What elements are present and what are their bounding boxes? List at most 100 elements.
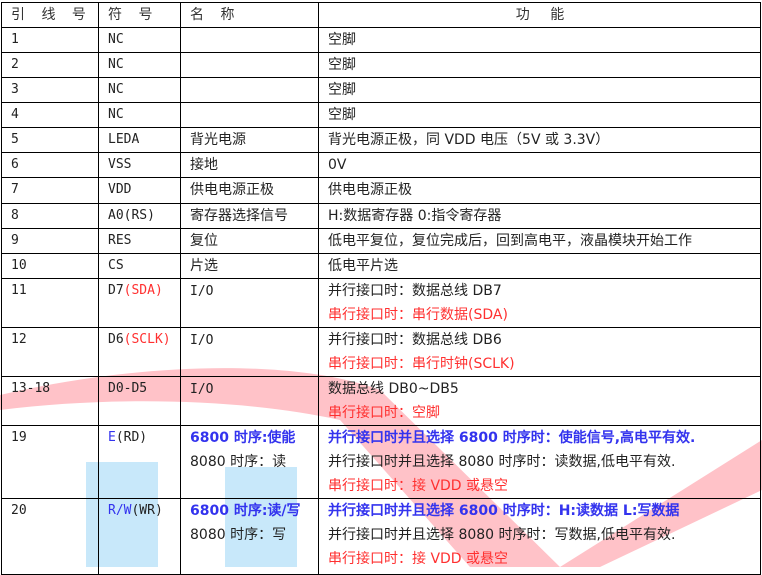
pin-number: 13-18 [11, 381, 51, 396]
function-line: 并行接口时并且选择 6800 时序时：H:读数据 L:写数据 [328, 503, 680, 519]
pin-number: 5 [11, 132, 19, 147]
pin-number: 7 [11, 182, 19, 197]
function-line: 空脚 [328, 32, 356, 48]
symbol-cell: CS [98, 253, 181, 279]
pin-cell: 3 [1, 77, 99, 103]
function-line: 并行接口时：数据总线 DB6 [328, 332, 502, 348]
symbol: RES [108, 233, 132, 248]
function-line: 并行接口时：数据总线 DB7 [328, 283, 502, 299]
symbol: VDD [108, 182, 132, 197]
function-cell: 并行接口时并且选择 6800 时序时：H:读数据 L:写数据 并行接口时并且选择 … [318, 498, 761, 575]
pin-number: 4 [11, 107, 19, 122]
name-line: 6800 时序:使能 [190, 430, 296, 446]
symbol-cell: NC [98, 102, 181, 128]
pin-number: 9 [11, 233, 19, 248]
table-row: 5 LEDA 背光电源 背光电源正极，同 VDD 电压（5V 或 3.3V） [1, 127, 761, 153]
symbol-cell: R/W(WR) [98, 498, 181, 575]
function-line: 串行接口时：串行时钟(SCLK) [328, 356, 515, 372]
table-row: 11 D7(SDA) I/O 并行接口时：数据总线 DB7 串行接口时：串行数据(SDA… [1, 278, 761, 328]
function-line: 串行接口时：接 VDD 或悬空 [328, 551, 509, 567]
symbol-serial: (SCLK) [123, 332, 171, 347]
header-symbol: 符 号 [98, 2, 181, 28]
pin-cell: 8 [1, 203, 99, 229]
function-cell: 并行接口时：数据总线 DB7 串行接口时：串行数据(SDA) [318, 278, 761, 328]
symbol-cell: A0(RS) [98, 203, 181, 229]
function-line: 低电平复位，复位完成后，回到高电平，液晶模块开始工作 [328, 233, 692, 249]
pin-number: 19 [11, 430, 27, 445]
function-line: 0V [328, 157, 347, 173]
symbol: R/W [108, 503, 132, 518]
function-cell: H:数据寄存器 0:指令寄存器 [318, 203, 761, 229]
pin-cell: 19 [1, 425, 99, 499]
name-cell [180, 102, 319, 128]
name-cell: 6800 时序:使能 8080 时序：读 [180, 425, 319, 499]
pin-number: 3 [11, 82, 19, 97]
name-cell: 接地 [180, 152, 319, 178]
name-line: 6800 时序:读/写 [190, 503, 301, 519]
symbol-cell: NC [98, 77, 181, 103]
symbol-cell: E(RD) [98, 425, 181, 499]
symbol-cell: NC [98, 52, 181, 78]
function-cell: 低电平复位，复位完成后，回到高电平，液晶模块开始工作 [318, 228, 761, 254]
header-function: 功 能 [318, 2, 761, 28]
function-cell: 0V [318, 152, 761, 178]
symbol: D7 [108, 283, 124, 298]
table-row: 12 D6(SCLK) I/O 并行接口时：数据总线 DB6 串行接口时：串行时钟(SC… [1, 327, 761, 377]
symbol-cell: RES [98, 228, 181, 254]
name-line: 8080 时序：写 [190, 527, 287, 543]
function-line: 低电平片选 [328, 258, 398, 274]
name-cell: I/O [180, 278, 319, 328]
function-cell: 低电平片选 [318, 253, 761, 279]
function-line: 并行接口时并且选择 8080 时序时：写数据,低电平有效. [328, 527, 676, 543]
symbol-serial: (SDA) [123, 283, 163, 298]
pin-cell: 20 [1, 498, 99, 575]
name-cell [180, 77, 319, 103]
symbol-cell: VDD [98, 177, 181, 204]
symbol: LEDA [108, 132, 140, 147]
pin-cell: 13-18 [1, 376, 99, 426]
table-row: 6 VSS 接地 0V [1, 152, 761, 178]
function-line: 空脚 [328, 57, 356, 73]
symbol: NC [108, 82, 124, 97]
header-row: 引 线 号 符 号 名 称 功 能 [1, 2, 761, 28]
name-cell [180, 52, 319, 78]
symbol-alt: (WR) [131, 503, 163, 518]
function-cell: 空脚 [318, 52, 761, 78]
name: 寄存器选择信号 [190, 208, 288, 224]
pin-number: 8 [11, 208, 19, 223]
name: 片选 [190, 258, 218, 274]
table-row: 1 NC 空脚 [1, 27, 761, 53]
function-line: H:数据寄存器 0:指令寄存器 [328, 208, 502, 224]
table-row: 4 NC 空脚 [1, 102, 761, 128]
pin-number: 1 [11, 32, 19, 47]
name-cell: I/O [180, 376, 319, 426]
function-line: 数据总线 DB0~DB5 [328, 381, 459, 397]
pin-cell: 10 [1, 253, 99, 279]
function-line: 空脚 [328, 82, 356, 98]
symbol: NC [108, 107, 124, 122]
pin-cell: 1 [1, 27, 99, 53]
symbol: NC [108, 57, 124, 72]
pin-number: 11 [11, 283, 27, 298]
function-cell: 并行接口时：数据总线 DB6 串行接口时：串行时钟(SCLK) [318, 327, 761, 377]
name-line: 8080 时序：读 [190, 454, 287, 470]
function-cell: 并行接口时并且选择 6800 时序时：使能信号,高电平有效. 并行接口时并且选择 … [318, 425, 761, 499]
function-cell: 空脚 [318, 27, 761, 53]
name: I/O [190, 333, 214, 348]
symbol-cell: VSS [98, 152, 181, 178]
name-cell: 复位 [180, 228, 319, 254]
name: I/O [190, 382, 214, 397]
name-cell: 片选 [180, 253, 319, 279]
function-cell: 空脚 [318, 102, 761, 128]
function-line: 供电电源正极 [328, 182, 412, 198]
symbol: NC [108, 32, 124, 47]
pin-number: 2 [11, 57, 19, 72]
pin-cell: 5 [1, 127, 99, 153]
table-row: 2 NC 空脚 [1, 52, 761, 78]
pin-cell: 4 [1, 102, 99, 128]
function-line: 串行接口时：串行数据(SDA) [328, 307, 508, 323]
pin-number: 10 [11, 258, 27, 273]
table-row: 10 CS 片选 低电平片选 [1, 253, 761, 279]
symbol: CS [108, 258, 124, 273]
table-row: 3 NC 空脚 [1, 77, 761, 103]
